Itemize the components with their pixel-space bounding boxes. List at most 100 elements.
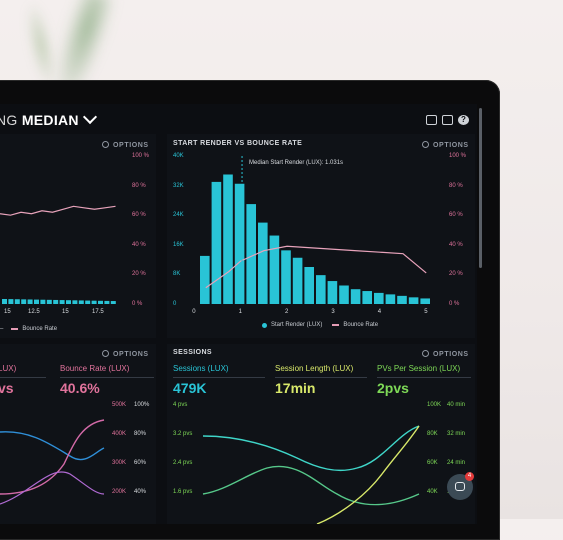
left-top-bar xyxy=(110,301,116,304)
y-left-tick: 2.4 pvs xyxy=(173,460,193,466)
y-right-tick: 80% xyxy=(134,431,147,437)
y-left-tick: 16K xyxy=(173,241,184,248)
y-left-tick: 500K xyxy=(112,402,127,408)
legend-line-swatch xyxy=(11,328,19,330)
sessions-label: Sessions (LUX) xyxy=(173,364,229,373)
start-render-bar xyxy=(327,281,338,304)
monitor-icon[interactable] xyxy=(426,115,437,125)
left-top-bar xyxy=(91,300,97,304)
y-right-tick: 0 % xyxy=(449,301,460,307)
bounce-rate-underline xyxy=(60,377,154,378)
bounce-rate-line xyxy=(0,205,116,216)
legend-line-label: Bounce Rate xyxy=(343,322,379,328)
dashboard-screen: NG MEDIAN ? OPTIONS 100 % 80 % 60 % 40 % 20 … xyxy=(0,104,477,524)
left-top-bar xyxy=(46,299,52,304)
start-render-bar xyxy=(374,292,384,304)
median-annotation: Median Start Render (LUX): 1.031s xyxy=(249,160,344,166)
start-render-legend: Start Render (LUX) Bounce Rate xyxy=(262,322,378,328)
metric-partial-label: LUX) xyxy=(0,364,17,373)
start-render-bar xyxy=(200,255,210,304)
x-tick: 15 xyxy=(4,309,11,315)
panel-left-top: OPTIONS 100 % 80 % 60 % 40 % 20 % 0 % 15 12.5 1… xyxy=(0,134,156,338)
left-top-bar xyxy=(40,299,46,304)
y-right-tick: 40% xyxy=(134,489,147,495)
y-mid-tick: 60K xyxy=(427,460,438,466)
dashboard-title[interactable]: NG MEDIAN xyxy=(0,109,97,128)
panel-left-bottom-options[interactable]: OPTIONS xyxy=(102,349,149,358)
left-top-bar xyxy=(85,300,91,304)
sessions-chart xyxy=(202,425,420,524)
legend-bars-swatch xyxy=(262,322,267,328)
pvs-line xyxy=(202,465,420,506)
y-right-tick: 100 % xyxy=(449,153,467,159)
legend-left-mark: – xyxy=(0,326,4,332)
gear-icon xyxy=(422,141,429,148)
chat-badge: 4 xyxy=(465,472,474,481)
start-render-bar xyxy=(211,181,222,304)
y-right-tick: 40 % xyxy=(132,241,146,248)
panel-sessions-options[interactable]: OPTIONS xyxy=(422,349,469,358)
legend-bars-label: Start Render (LUX) xyxy=(271,322,323,328)
x-tick: 5 xyxy=(424,309,428,315)
y-mid-tick: 80K xyxy=(427,431,438,437)
session-length-value: 17min xyxy=(275,380,316,396)
left-top-bar xyxy=(59,300,65,304)
background-plant-leaf xyxy=(20,0,62,92)
y-right-tick: 100% xyxy=(134,402,150,408)
left-top-bar xyxy=(2,299,7,304)
bounce-rate-value: 40.6% xyxy=(60,380,100,396)
help-icon[interactable]: ? xyxy=(458,115,469,125)
share-icon[interactable] xyxy=(442,115,453,125)
panel-left-bottom: OPTIONS LUX) vs Bounce Rate (LUX) 40.6% … xyxy=(0,344,156,524)
chat-button[interactable]: 4 xyxy=(447,472,474,500)
start-render-bar xyxy=(304,267,314,304)
y-right-tick: 32 min xyxy=(447,431,466,437)
panel-start-render-title: START RENDER VS BOUNCE RATE xyxy=(173,140,303,147)
chevron-down-icon[interactable] xyxy=(82,109,97,125)
start-render-bar xyxy=(339,285,349,304)
legend-line-swatch xyxy=(332,324,340,326)
dashboard-title-prefix: NG xyxy=(0,112,18,128)
x-tick: 2 xyxy=(285,309,289,315)
y-mid-tick: 100K xyxy=(427,402,442,408)
start-render-bar xyxy=(397,295,407,304)
x-tick: 1 xyxy=(238,309,242,315)
session-length-line xyxy=(316,425,420,524)
y-right-tick: 60 % xyxy=(449,212,463,219)
y-left-tick: 0 xyxy=(173,301,177,307)
panel-start-render-options[interactable]: OPTIONS xyxy=(422,140,469,149)
start-render-bar xyxy=(234,183,245,304)
y-right-tick: 60 % xyxy=(132,212,146,219)
y-left-tick: 400K xyxy=(112,431,127,437)
y-right-tick: 60% xyxy=(134,460,147,466)
gear-icon xyxy=(422,350,429,357)
bounce-rate-line xyxy=(205,245,427,289)
left-top-bar xyxy=(104,300,110,304)
x-tick: 0 xyxy=(192,309,196,315)
left-top-bar xyxy=(53,299,59,304)
x-tick: 12.5 xyxy=(28,309,40,315)
y-right-tick: 24 min xyxy=(447,460,466,466)
y-right-tick: 100 % xyxy=(132,153,150,159)
start-render-bar xyxy=(385,294,396,304)
start-render-bar xyxy=(350,289,361,304)
start-render-bar xyxy=(246,204,256,304)
y-left-tick: 200K xyxy=(112,489,127,495)
left-top-bar xyxy=(27,299,33,304)
gear-icon xyxy=(102,350,109,357)
left-top-bar xyxy=(8,299,14,304)
metric-partial-value: vs xyxy=(0,380,14,396)
y-mid-tick: 40K xyxy=(427,489,438,495)
y-left-tick: 300K xyxy=(112,460,127,466)
left-top-bar xyxy=(34,299,39,304)
left-bottom-line-blue xyxy=(0,431,105,461)
scrollbar[interactable] xyxy=(479,108,482,268)
session-length-underline xyxy=(275,377,367,378)
y-right-tick: 40 min xyxy=(447,402,466,408)
dashboard-title-main: MEDIAN xyxy=(21,112,79,128)
start-render-bar xyxy=(281,250,291,304)
left-top-bar xyxy=(21,299,27,304)
header-icons: ? xyxy=(426,115,469,125)
y-right-tick: 20 % xyxy=(132,271,146,278)
panel-left-top-options[interactable]: OPTIONS xyxy=(102,140,149,149)
